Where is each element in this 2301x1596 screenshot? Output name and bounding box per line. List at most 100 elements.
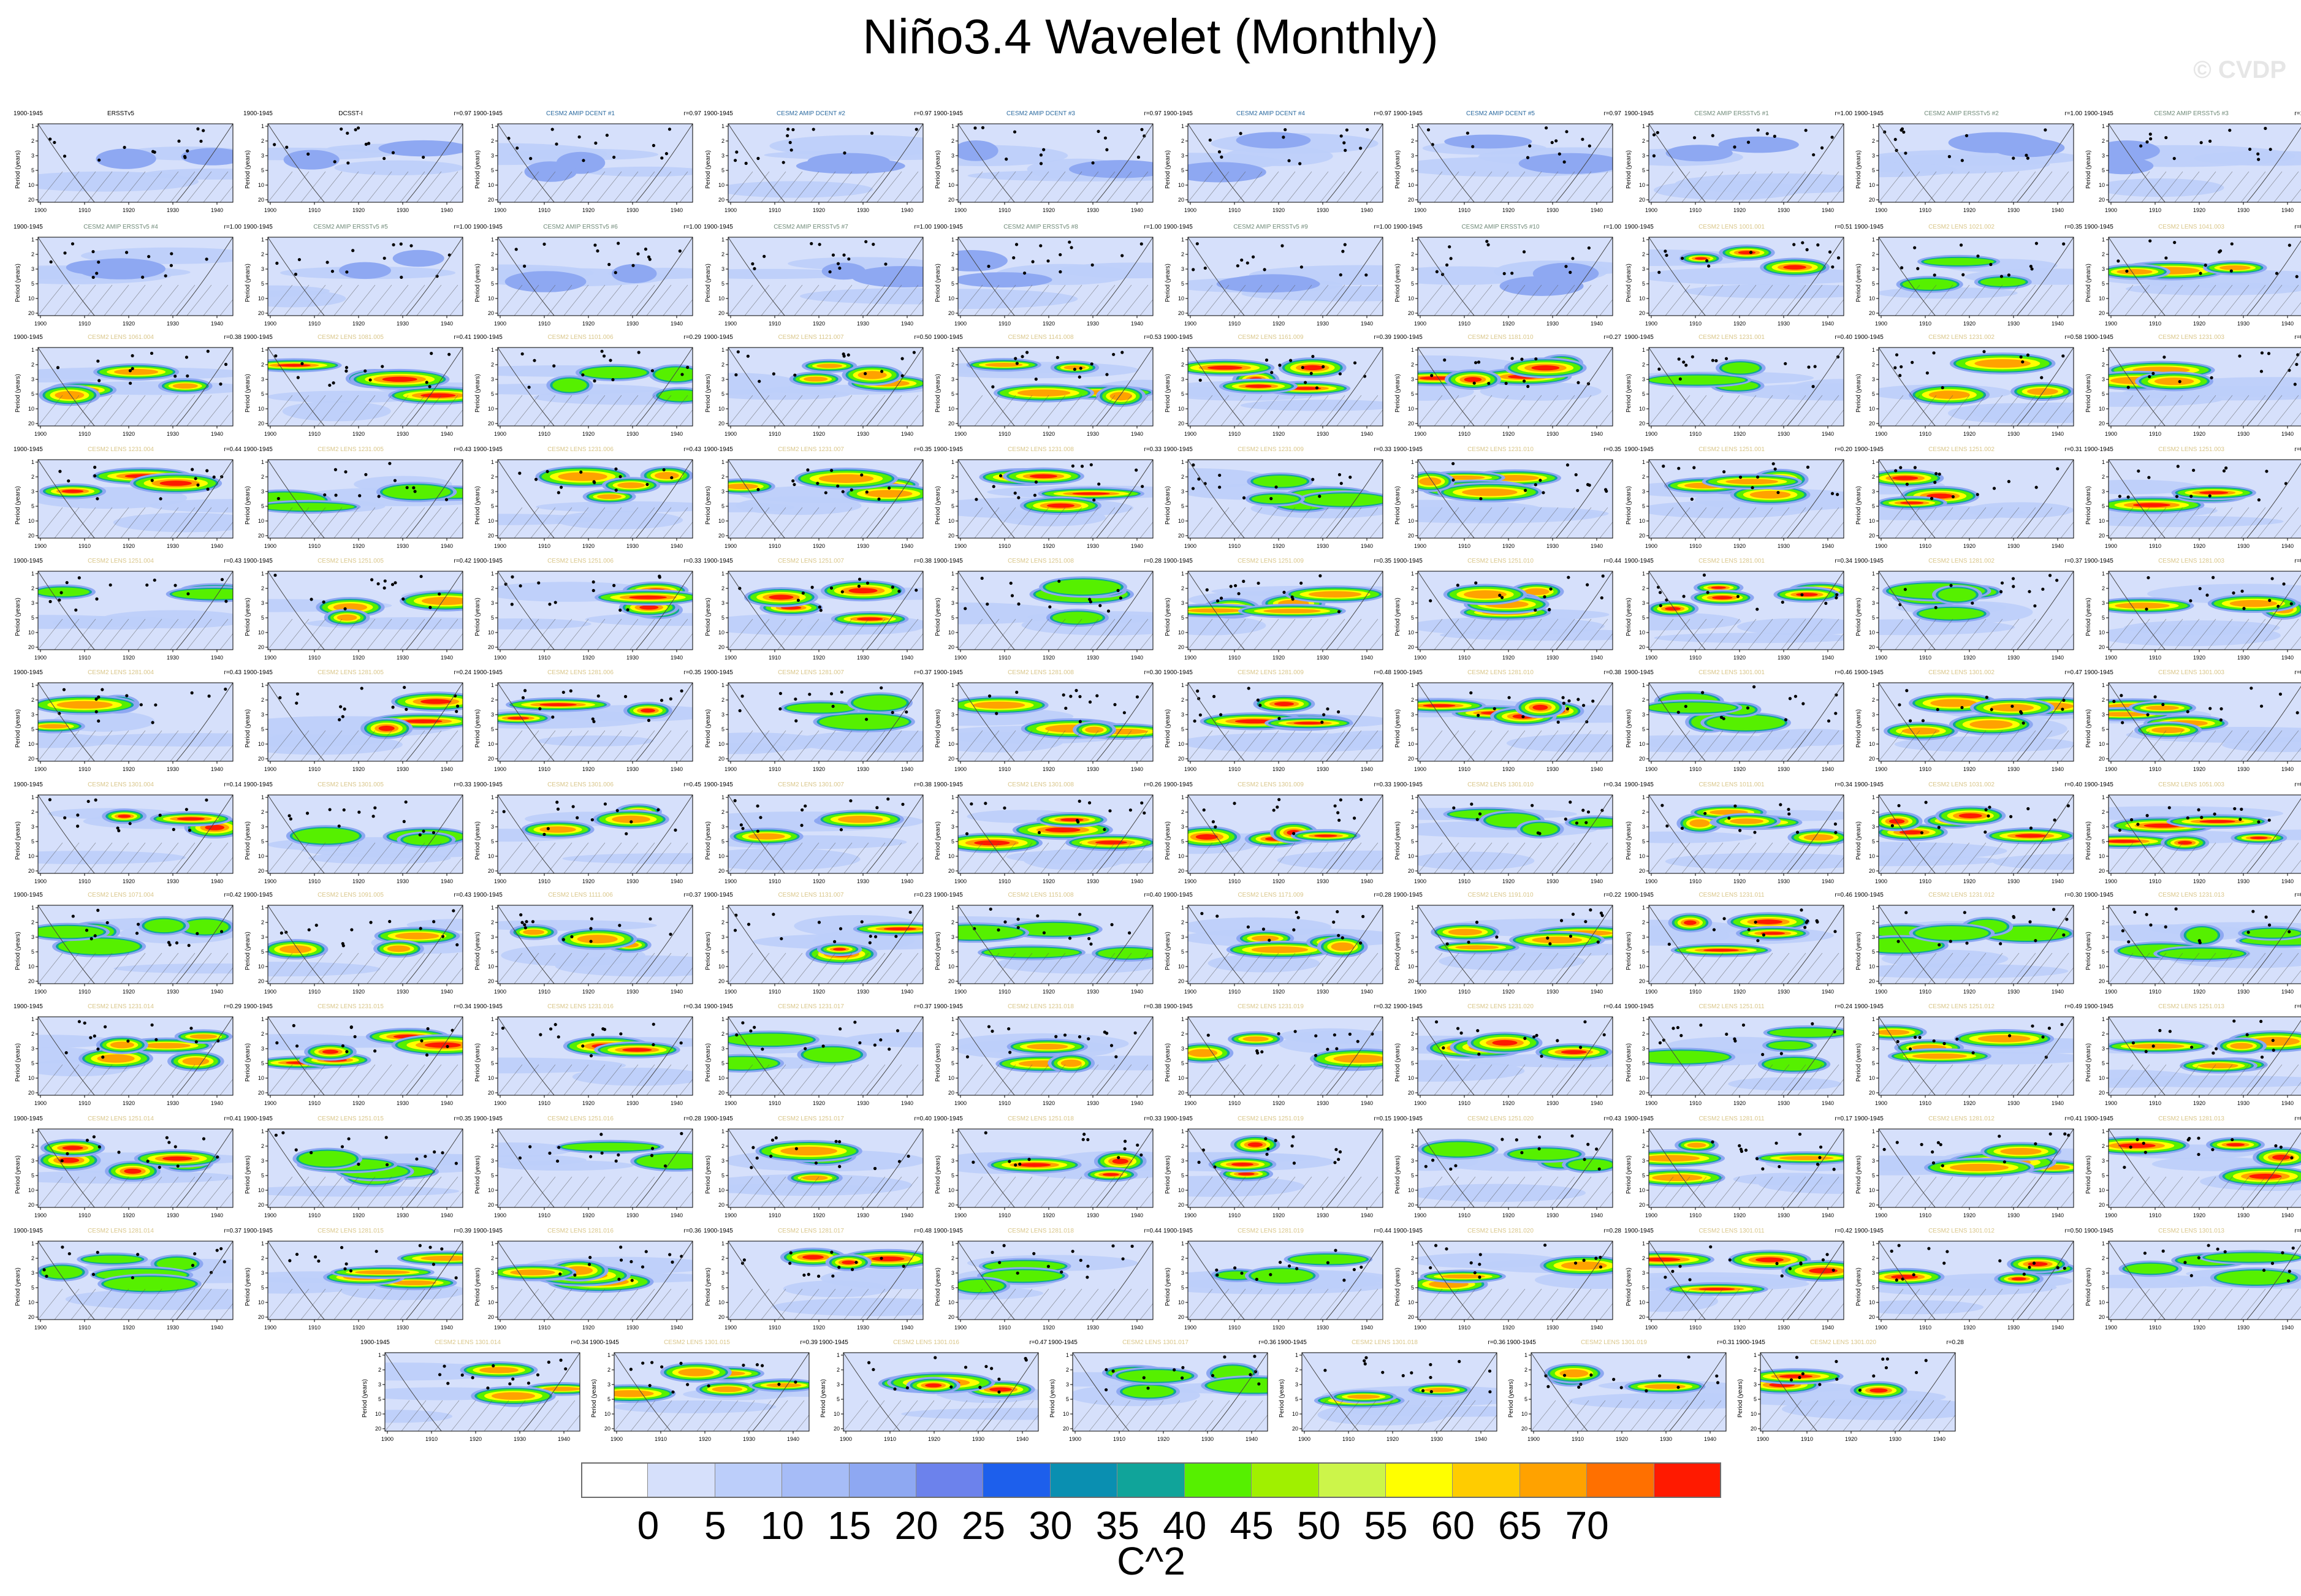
panel-period: 1900-1945 [13, 1003, 43, 1010]
panel-y-tick-label: 2 [1181, 474, 1184, 480]
panel-y-tick-label: 2 [1754, 1367, 1757, 1373]
panel-x-tick-label: 1940 [901, 431, 913, 437]
panel-y-tick-label: 1 [721, 794, 725, 800]
panel-period: 1900-1945 [1854, 110, 1884, 117]
panel-x-tick-label: 1920 [1733, 1324, 1746, 1331]
panel-y-tick-label: 1 [491, 794, 494, 800]
panel-x-tick-label: 1940 [787, 1436, 799, 1442]
panel-y-tick-label: 5 [721, 726, 725, 732]
panel-period: 1900-1945 [1854, 1115, 1884, 1122]
panel-y-tick-label: 5 [1411, 615, 1414, 621]
panel-y-tick-label: 5 [31, 503, 34, 509]
panel-dataset-name: CESM2 LENS 1231.005 [318, 446, 384, 453]
panel-y-tick-label: 2 [1642, 251, 1645, 257]
panel-period: 1900-1945 [934, 1003, 963, 1010]
panel-x-tick-label: 1940 [901, 989, 913, 995]
panel-y-tick-label: 1 [951, 123, 954, 129]
colorbar-cell [1385, 1462, 1453, 1498]
panel-y-tick-label: 10 [1178, 1299, 1184, 1305]
panel-correlation: r=0.43 [224, 558, 242, 564]
panel-y-tick-label: 20 [1408, 310, 1414, 316]
panel-x-tick-label: 1900 [2105, 878, 2117, 884]
panel-y-tick-label: 1 [491, 347, 494, 353]
panel-x-tick-label: 1900 [34, 321, 47, 327]
panel-y-tick-label: 2 [721, 251, 725, 257]
panel-y-tick-label: 5 [1411, 167, 1414, 173]
panel-y-tick-label: 3 [491, 1158, 494, 1164]
panel-y-tick-label: 2 [2102, 251, 2105, 257]
panel-x-tick-label: 1920 [1043, 766, 1055, 772]
panel-x-tick-label: 1910 [1919, 878, 1931, 884]
colorbar-tick-label: 65 [1498, 1503, 1542, 1548]
panel-y-tick-label: 3 [1411, 376, 1414, 382]
panel-x-tick-label: 1900 [1184, 321, 1196, 327]
panel-correlation: r=0.97 [1374, 110, 1391, 117]
panel-y-tick-label: 1 [261, 794, 264, 800]
panel-x-tick-label: 1940 [1591, 1212, 1603, 1218]
panel-y-tick-label: 20 [718, 1202, 725, 1208]
panel-y-tick-label: 10 [1178, 963, 1184, 970]
panel-period: 1900-1945 [13, 892, 43, 899]
panel-x-tick-label: 1930 [1087, 1212, 1099, 1218]
panel-period: 1900-1945 [243, 781, 273, 788]
panel-dataset-name: CESM2 LENS 1301.003 [2158, 669, 2224, 676]
panel-x-tick-label: 1940 [441, 543, 453, 549]
panel-y-tick-label: 10 [1869, 1075, 1875, 1081]
panel-y-tick-label: 5 [31, 1172, 34, 1179]
panel-y-tick-label: 20 [258, 1202, 264, 1208]
panel-y-tick-label: 20 [1639, 197, 1645, 203]
panel-x-tick-label: 1920 [352, 321, 365, 327]
colorbar-tick-label: 25 [961, 1503, 1006, 1548]
panel-y-tick-label: 3 [491, 934, 494, 940]
panel-y-tick-label: 5 [31, 281, 34, 287]
colorbar-cell [1050, 1462, 1118, 1498]
panel-y-tick-label: 2 [31, 1255, 34, 1261]
panel-x-tick-label: 1930 [167, 1324, 179, 1331]
wavelet-panel: 1900-1945 CESM2 AMIP ERSSTv5 #7 r=1.00 Peri… [704, 224, 932, 329]
panel-y-tick-label: 1 [1642, 1128, 1645, 1134]
wavelet-panel: 1900-1945 CESM2 LENS 1301.018 r=0.36 Period… [1277, 1339, 1505, 1445]
panel-x-tick-label: 1920 [2193, 655, 2205, 661]
panel-correlation: r=0.31 [1717, 1339, 1735, 1346]
panel-y-tick-label: 10 [488, 629, 494, 636]
panel-y-tick-label: 2 [491, 474, 494, 480]
panel-x-tick-label: 1900 [264, 1324, 276, 1331]
panel-y-tick-label: 10 [834, 1411, 840, 1417]
panel-y-tick-label: 1 [1066, 1352, 1069, 1358]
panel-x-tick-label: 1920 [2193, 878, 2205, 884]
panel-period: 1900-1945 [2084, 1228, 2113, 1234]
panel-x-tick-label: 1930 [1546, 989, 1559, 995]
panel-y-tick-label: 20 [258, 978, 264, 984]
wavelet-panel: 1900-1945 CESM2 LENS 1251.008 r=0.28 Period… [934, 558, 1162, 663]
wavelet-panel: 1900-1945 CESM2 LENS 1231.001 r=0.40 Period… [1624, 334, 1852, 439]
panel-y-tick-label: 3 [1642, 1270, 1645, 1276]
panel-x-tick-label: 1910 [2149, 207, 2161, 213]
panel-x-tick-label: 1920 [1502, 878, 1515, 884]
panel-y-tick-label: 20 [948, 978, 954, 984]
panel-period: 1900-1945 [1393, 1228, 1423, 1234]
panel-x-tick-label: 1940 [1246, 1436, 1258, 1442]
panel-y-tick-label: 10 [1408, 1187, 1414, 1193]
wavelet-panel: 1900-1945 CESM2 LENS 1231.011 r=0.46 Period… [1624, 892, 1852, 997]
panel-x-tick-label: 1930 [626, 1324, 639, 1331]
colorbar-tick-label: 70 [1565, 1503, 1609, 1548]
panel-y-tick-label: 20 [1639, 1314, 1645, 1320]
panel-period: 1900-1945 [1163, 1115, 1193, 1122]
panel-y-tick-label: 10 [1178, 406, 1184, 412]
panel-y-tick-label: 1 [1411, 347, 1414, 353]
panel-y-tick-label: 1 [2102, 571, 2105, 577]
panel-period: 1900-1945 [1854, 781, 1884, 788]
panel-x-tick-label: 1920 [123, 1212, 135, 1218]
colorbar-tick-label: 50 [1296, 1503, 1341, 1548]
panel-y-tick-label: 5 [1411, 1285, 1414, 1291]
wavelet-panel: 1900-1945 CESM2 LENS 1301.002 r=0.47 Period… [1854, 669, 2082, 775]
panel-dataset-name: CESM2 LENS 1281.018 [1008, 1228, 1074, 1234]
panel-x-tick-label: 1930 [626, 207, 639, 213]
